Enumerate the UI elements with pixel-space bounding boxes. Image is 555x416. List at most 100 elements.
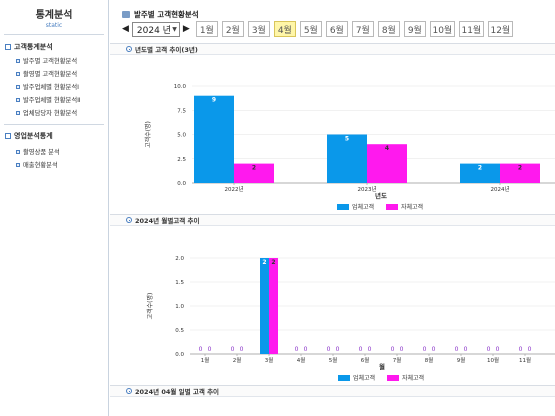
bar-self	[500, 163, 540, 183]
data-label: 0	[199, 346, 203, 353]
folder-icon	[5, 133, 11, 139]
month-button[interactable]: 6월	[325, 21, 348, 37]
data-label: 2	[271, 259, 275, 266]
sidebar-group-sales[interactable]: 영업분석통계	[0, 131, 108, 141]
data-label: 5	[345, 136, 349, 143]
x-tick-label: 4월	[297, 356, 306, 364]
data-label: 0	[455, 346, 459, 353]
document-icon	[16, 162, 20, 167]
next-year-arrow-icon[interactable]: ▶	[182, 24, 190, 34]
y-axis-label: 고객수(명)	[144, 121, 152, 148]
bar-vendor	[460, 163, 500, 183]
section-title: 2024년 월별고객 추이	[135, 217, 200, 225]
y-tick-label: 0.0	[177, 181, 186, 187]
x-tick-label: 1월	[201, 356, 210, 364]
y-tick-label: 0.0	[175, 352, 184, 358]
sidebar-divider	[4, 34, 104, 35]
sidebar-subtitle: static	[45, 22, 63, 29]
chevron-down-icon: ▼	[172, 25, 177, 33]
data-label: 0	[464, 346, 468, 353]
month-button[interactable]: 5월	[299, 21, 322, 37]
section-daily-header[interactable]: 2024년 04월 일별 고객 추이	[110, 385, 555, 397]
sidebar-item-vendor-2[interactable]: 발주업체별 현황분석Ⅱ	[0, 95, 108, 104]
y-tick-label: 2.0	[175, 256, 184, 262]
month-button[interactable]: 12월	[487, 21, 513, 37]
data-label: 0	[496, 346, 500, 353]
month-button[interactable]: 4월	[273, 21, 296, 37]
page-title: 발주별 고객현황분석	[134, 10, 199, 19]
x-tick-label: 8월	[425, 356, 434, 364]
year-select[interactable]: 2024 년 ▼	[131, 21, 180, 37]
sidebar-item-order-customer[interactable]: 발주별 고객현황분석	[0, 56, 108, 65]
sidebar-header: 통계분석 static	[0, 0, 108, 29]
data-label: 2	[518, 165, 522, 172]
month-button[interactable]: 10월	[429, 21, 455, 37]
x-axis-label: 월	[379, 362, 385, 371]
document-icon	[16, 84, 20, 89]
document-icon	[16, 71, 20, 76]
document-icon	[16, 58, 20, 63]
y-tick-label: 7.5	[177, 108, 186, 114]
data-label: 0	[432, 346, 436, 353]
data-label: 0	[423, 346, 427, 353]
legend-swatch	[337, 204, 349, 210]
sidebar-item-label: 촬영상품 분석	[23, 149, 60, 156]
x-tick-label: 3월	[265, 356, 274, 364]
y-tick-label: 2.5	[177, 157, 186, 163]
sidebar-item-label: 업체담당자 현황분석	[23, 110, 78, 117]
sidebar-item-shoot-customer[interactable]: 촬영별 고객현황분석	[0, 69, 108, 78]
month-button[interactable]: 2월	[221, 21, 244, 37]
month-button[interactable]: 7월	[351, 21, 374, 37]
page-header: 발주별 고객현황분석	[122, 9, 199, 20]
date-toolbar: ◀ 2024 년 ▼ ▶ 1월 2월 3월 4월 5월 6월 7월 8월 9월 10월 11월 12월	[122, 21, 513, 37]
data-label: 4	[385, 145, 389, 152]
data-label: 0	[240, 346, 244, 353]
month-button[interactable]: 9월	[403, 21, 426, 37]
year-select-value: 2024 년	[136, 25, 171, 36]
x-tick-label: 2024년	[490, 185, 509, 193]
x-tick-label: 6월	[361, 356, 370, 364]
section-yearly-header[interactable]: 년도별 고객 추이(3년)	[110, 43, 555, 55]
data-label: 0	[368, 346, 372, 353]
sidebar-item-product[interactable]: 촬영상품 분석	[0, 147, 108, 156]
data-label: 2	[262, 259, 266, 266]
collapse-icon	[126, 46, 132, 52]
window-icon	[122, 11, 130, 18]
data-label: 0	[359, 346, 363, 353]
y-tick-label: 0.5	[175, 328, 184, 334]
month-button[interactable]: 3월	[247, 21, 270, 37]
section-monthly-header[interactable]: 2024년 월별고객 추이	[110, 214, 555, 226]
prev-year-arrow-icon[interactable]: ◀	[122, 24, 129, 34]
y-axis-label: 고객수(명)	[146, 293, 154, 320]
legend-label: 자체고객	[401, 203, 423, 211]
sidebar-item-vendor-1[interactable]: 발주업체별 현황분석Ⅰ	[0, 82, 108, 91]
data-label: 0	[391, 346, 395, 353]
bar-vendor	[194, 95, 234, 183]
month-button[interactable]: 1월	[195, 21, 218, 37]
sidebar-divider	[4, 124, 104, 125]
sidebar-item-sales[interactable]: 매출현황분석	[0, 160, 108, 169]
sidebar-item-label: 발주업체별 현황분석Ⅱ	[23, 97, 81, 104]
sidebar-item-label: 매출현황분석	[23, 162, 58, 169]
legend-swatch	[387, 375, 399, 381]
main-content: 발주별 고객현황분석 ◀ 2024 년 ▼ ▶ 1월 2월 3월 4월 5월 6월 7월 8월…	[110, 0, 555, 416]
sidebar-group-label: 고객통계분석	[14, 43, 53, 51]
legend-label: 자체고객	[402, 374, 424, 382]
document-icon	[16, 149, 20, 154]
sidebar-item-manager[interactable]: 업체담당자 현황분석	[0, 108, 108, 117]
y-tick-label: 10.0	[174, 84, 187, 90]
sidebar-item-label: 촬영별 고객현황분석	[23, 71, 78, 78]
x-tick-label: 10월	[487, 356, 499, 364]
month-button[interactable]: 11월	[458, 21, 484, 37]
month-button[interactable]: 8월	[377, 21, 400, 37]
collapse-icon	[126, 217, 132, 223]
data-label: 2	[478, 165, 482, 172]
data-label: 0	[304, 346, 308, 353]
section-title: 년도별 고객 추이(3년)	[135, 46, 198, 54]
document-icon	[16, 110, 20, 115]
x-tick-label: 2월	[233, 356, 242, 364]
bar-self	[367, 144, 407, 183]
sidebar-group-customer[interactable]: 고객통계분석	[0, 42, 108, 52]
document-icon	[16, 97, 20, 102]
x-tick-label: 11월	[519, 356, 531, 364]
